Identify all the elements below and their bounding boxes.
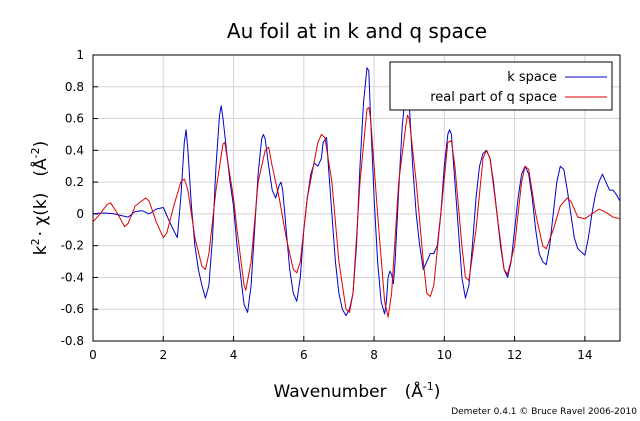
legend: k space real part of q space — [389, 61, 613, 111]
axis-ticks: 0 2 4 6 8 10 12 14 -0.8 -0.6 -0.4 -0.2 0 0.2 0.4 0.6 0.8… — [61, 48, 593, 362]
y-tick-label: 0.6 — [65, 112, 84, 126]
x-tick-label: 0 — [89, 348, 97, 362]
series-line-k-space — [92, 67, 621, 317]
x-tick-label: 4 — [230, 348, 238, 362]
x-tick-label: 10 — [437, 348, 452, 362]
y-axis-chi: · χ(k) — [31, 193, 51, 237]
y-tick-label: 1 — [76, 48, 84, 62]
y-axis-unit-suffix: ) — [31, 141, 51, 148]
y-tick-label: -0.4 — [61, 270, 84, 284]
x-tick-label: 12 — [507, 348, 522, 362]
x-tick-label: 8 — [370, 348, 378, 362]
legend-box — [389, 61, 613, 111]
y-axis-title: k2· χ(k) (Å-2) — [29, 141, 51, 255]
series-lines — [92, 67, 621, 318]
legend-label-q-space: real part of q space — [430, 90, 557, 105]
x-axis-title: Wavenumber (Å-1) — [274, 380, 441, 402]
y-axis-k: k — [31, 245, 51, 255]
legend-label-k-space: k space — [507, 70, 557, 85]
plot-frame — [92, 54, 621, 342]
chart-title: Au foil at in k and q space — [227, 19, 487, 43]
y-tick-label: 0 — [76, 207, 84, 221]
x-tick-label: 6 — [300, 348, 308, 362]
y-tick-label: 0.8 — [65, 80, 84, 94]
x-axis-unit-exp: -1 — [423, 380, 434, 393]
y-axis-unit-prefix: (Å — [29, 158, 51, 177]
y-tick-label: 0.2 — [65, 175, 84, 189]
y-axis-unit-exp: -2 — [29, 147, 42, 158]
x-tick-label: 2 — [159, 348, 167, 362]
y-tick-label: -0.6 — [61, 302, 84, 316]
x-axis-unit-prefix: (Å — [405, 380, 424, 402]
y-tick-label: -0.2 — [61, 239, 84, 253]
x-axis-title-main: Wavenumber — [274, 382, 387, 402]
x-axis-unit-suffix: ) — [434, 382, 441, 402]
y-tick-label: 0.4 — [65, 143, 84, 157]
x-tick-label: 14 — [577, 348, 592, 362]
series-line-q-space — [92, 106, 621, 318]
credit-text: Demeter 0.4.1 © Bruce Ravel 2006-2010 — [451, 407, 637, 417]
y-tick-label: -0.8 — [61, 334, 84, 348]
y-axis-k-exp: 2 — [29, 238, 42, 245]
